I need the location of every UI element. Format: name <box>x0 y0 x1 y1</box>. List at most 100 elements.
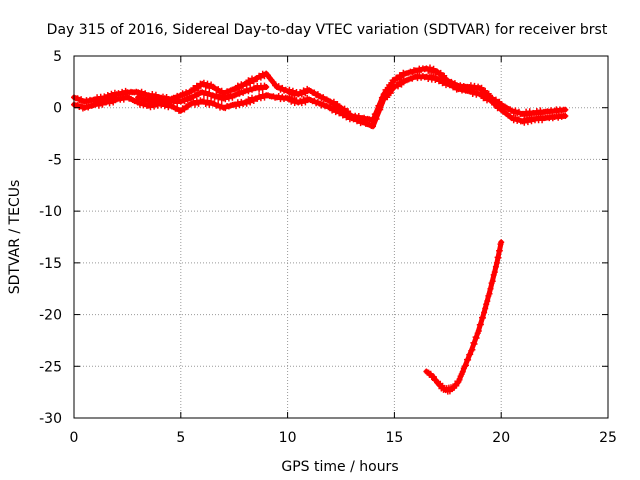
data-point <box>370 123 376 130</box>
data-marker <box>181 106 188 113</box>
data-marker <box>496 247 503 254</box>
data-marker <box>215 86 222 93</box>
data-marker <box>245 96 252 103</box>
data-marker <box>213 91 220 98</box>
data-marker <box>492 263 499 270</box>
data-marker <box>206 85 213 91</box>
data-marker <box>492 96 499 103</box>
data-marker <box>345 108 352 115</box>
data-marker <box>483 301 490 308</box>
data-marker <box>202 101 209 107</box>
data-point <box>380 91 387 98</box>
data-point <box>370 117 376 124</box>
data-marker <box>384 88 391 95</box>
data-marker <box>465 356 472 363</box>
data-marker <box>99 96 106 103</box>
data-marker <box>427 64 433 71</box>
chart-title: Day 315 of 2016, Sidereal Day-to-day VTE… <box>47 22 608 38</box>
data-marker <box>473 335 480 341</box>
data-point <box>338 104 344 111</box>
data-marker <box>475 328 482 334</box>
data-marker <box>467 351 474 358</box>
data-marker <box>384 94 391 101</box>
y-tick-label: 0 <box>53 101 62 117</box>
data-marker <box>247 80 254 87</box>
data-marker <box>490 271 497 278</box>
data-layer <box>71 64 569 395</box>
data-marker <box>334 101 341 107</box>
data-marker <box>174 100 181 107</box>
data-marker <box>204 80 211 87</box>
data-marker <box>257 74 264 81</box>
data-marker <box>120 96 127 103</box>
data-marker <box>430 73 437 80</box>
data-marker <box>286 86 293 93</box>
data-marker <box>437 69 444 76</box>
data-marker <box>300 96 307 103</box>
data-marker <box>104 92 111 98</box>
data-marker <box>243 100 250 107</box>
data-marker <box>95 102 102 109</box>
data-marker <box>489 278 496 285</box>
data-marker <box>453 382 460 389</box>
data-marker <box>377 101 384 108</box>
data-marker <box>459 368 466 375</box>
data-marker <box>200 79 207 86</box>
y-tick-label: -25 <box>39 359 62 375</box>
data-marker <box>99 101 106 108</box>
data-marker <box>298 91 305 98</box>
x-tick-label: 10 <box>279 430 297 446</box>
data-marker <box>427 72 433 79</box>
data-marker <box>225 95 232 102</box>
data-marker <box>245 77 252 84</box>
x-axis-label: GPS time / hours <box>281 459 398 475</box>
data-marker <box>161 103 168 110</box>
x-tick-label: 0 <box>70 430 79 446</box>
data-marker <box>395 76 401 83</box>
x-tick-label: 15 <box>385 430 403 446</box>
data-marker <box>275 83 282 90</box>
data-point <box>498 239 505 246</box>
data-marker <box>387 90 394 97</box>
data-marker <box>195 85 202 92</box>
series-band-lower <box>71 72 569 130</box>
data-point <box>436 381 443 388</box>
data-marker <box>247 99 254 106</box>
data-marker <box>110 94 117 101</box>
y-tick-label: -5 <box>48 152 62 168</box>
data-point <box>487 285 494 292</box>
data-marker <box>206 101 213 108</box>
data-marker <box>482 305 489 312</box>
x-tick-label: 5 <box>176 430 185 446</box>
data-marker <box>430 65 437 72</box>
data-marker <box>289 87 296 94</box>
data-marker <box>120 91 127 98</box>
series-late-segment <box>423 239 505 395</box>
data-marker <box>526 108 533 115</box>
data-marker <box>227 91 234 98</box>
data-marker <box>254 75 261 82</box>
data-marker <box>330 98 337 105</box>
data-point <box>562 106 569 113</box>
data-marker <box>373 110 380 117</box>
plot-frame <box>73 55 609 419</box>
data-marker <box>152 91 159 98</box>
data-marker <box>387 83 394 90</box>
data-point <box>562 113 569 119</box>
tick-layer: 0 5 10 15 20 25 5 0 -5 -10 -15 -20 -25 -30 <box>39 49 617 446</box>
data-marker <box>217 92 223 99</box>
data-marker <box>398 81 405 88</box>
data-marker <box>236 85 243 92</box>
data-marker <box>288 91 295 98</box>
data-marker <box>485 90 492 97</box>
data-marker <box>537 107 544 114</box>
series-band-mid <box>135 82 270 107</box>
data-marker <box>302 90 309 97</box>
data-marker <box>489 94 496 101</box>
data-marker <box>110 99 117 106</box>
y-tick-label: 5 <box>53 49 62 65</box>
data-marker <box>524 119 531 126</box>
data-marker <box>398 74 405 81</box>
data-marker <box>192 101 198 108</box>
